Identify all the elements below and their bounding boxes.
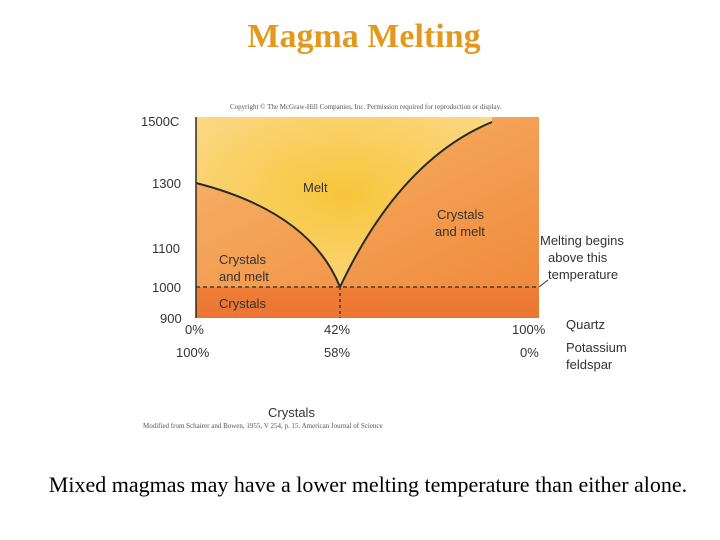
annotation-line-1: Melting begins	[540, 233, 624, 248]
label-melt: Melt	[303, 180, 328, 195]
annotation-pointer	[539, 280, 548, 287]
quartz-label: Quartz	[566, 317, 605, 332]
label-crystals-melt-right-1: Crystals	[437, 207, 484, 222]
feldspar-pct-right: 0%	[520, 345, 539, 360]
x-axis-label: Crystals	[268, 405, 315, 420]
slide-caption: Mixed magmas may have a lower melting te…	[0, 472, 720, 498]
label-crystals-region: Crystals	[219, 296, 266, 311]
feldspar-pct-left: 100%	[176, 345, 210, 360]
label-crystals-melt-left-2: and melt	[219, 269, 269, 284]
feldspar-pct-mid: 58%	[324, 345, 350, 360]
credit-note: Modified from Schairer and Bowen, 1955, …	[143, 422, 383, 430]
annotation-line-3: temperature	[548, 267, 618, 282]
y-tick-1500: 1500C	[141, 114, 179, 129]
y-tick-1300: 1300	[152, 176, 181, 191]
annotation-line-2: above this	[548, 250, 608, 265]
label-crystals-melt-left-1: Crystals	[219, 252, 266, 267]
quartz-pct-left: 0%	[185, 322, 204, 337]
y-tick-1000: 1000	[152, 280, 181, 295]
copyright-note: Copyright © The McGraw-Hill Companies, I…	[230, 103, 502, 111]
quartz-pct-mid: 42%	[324, 322, 350, 337]
feldspar-label-1: Potassium	[566, 340, 627, 355]
label-crystals-melt-right-2: and melt	[435, 224, 485, 239]
y-tick-900: 900	[160, 311, 182, 326]
feldspar-label-2: feldspar	[566, 357, 613, 372]
y-tick-1100: 1100	[152, 241, 180, 256]
quartz-pct-right: 100%	[512, 322, 546, 337]
